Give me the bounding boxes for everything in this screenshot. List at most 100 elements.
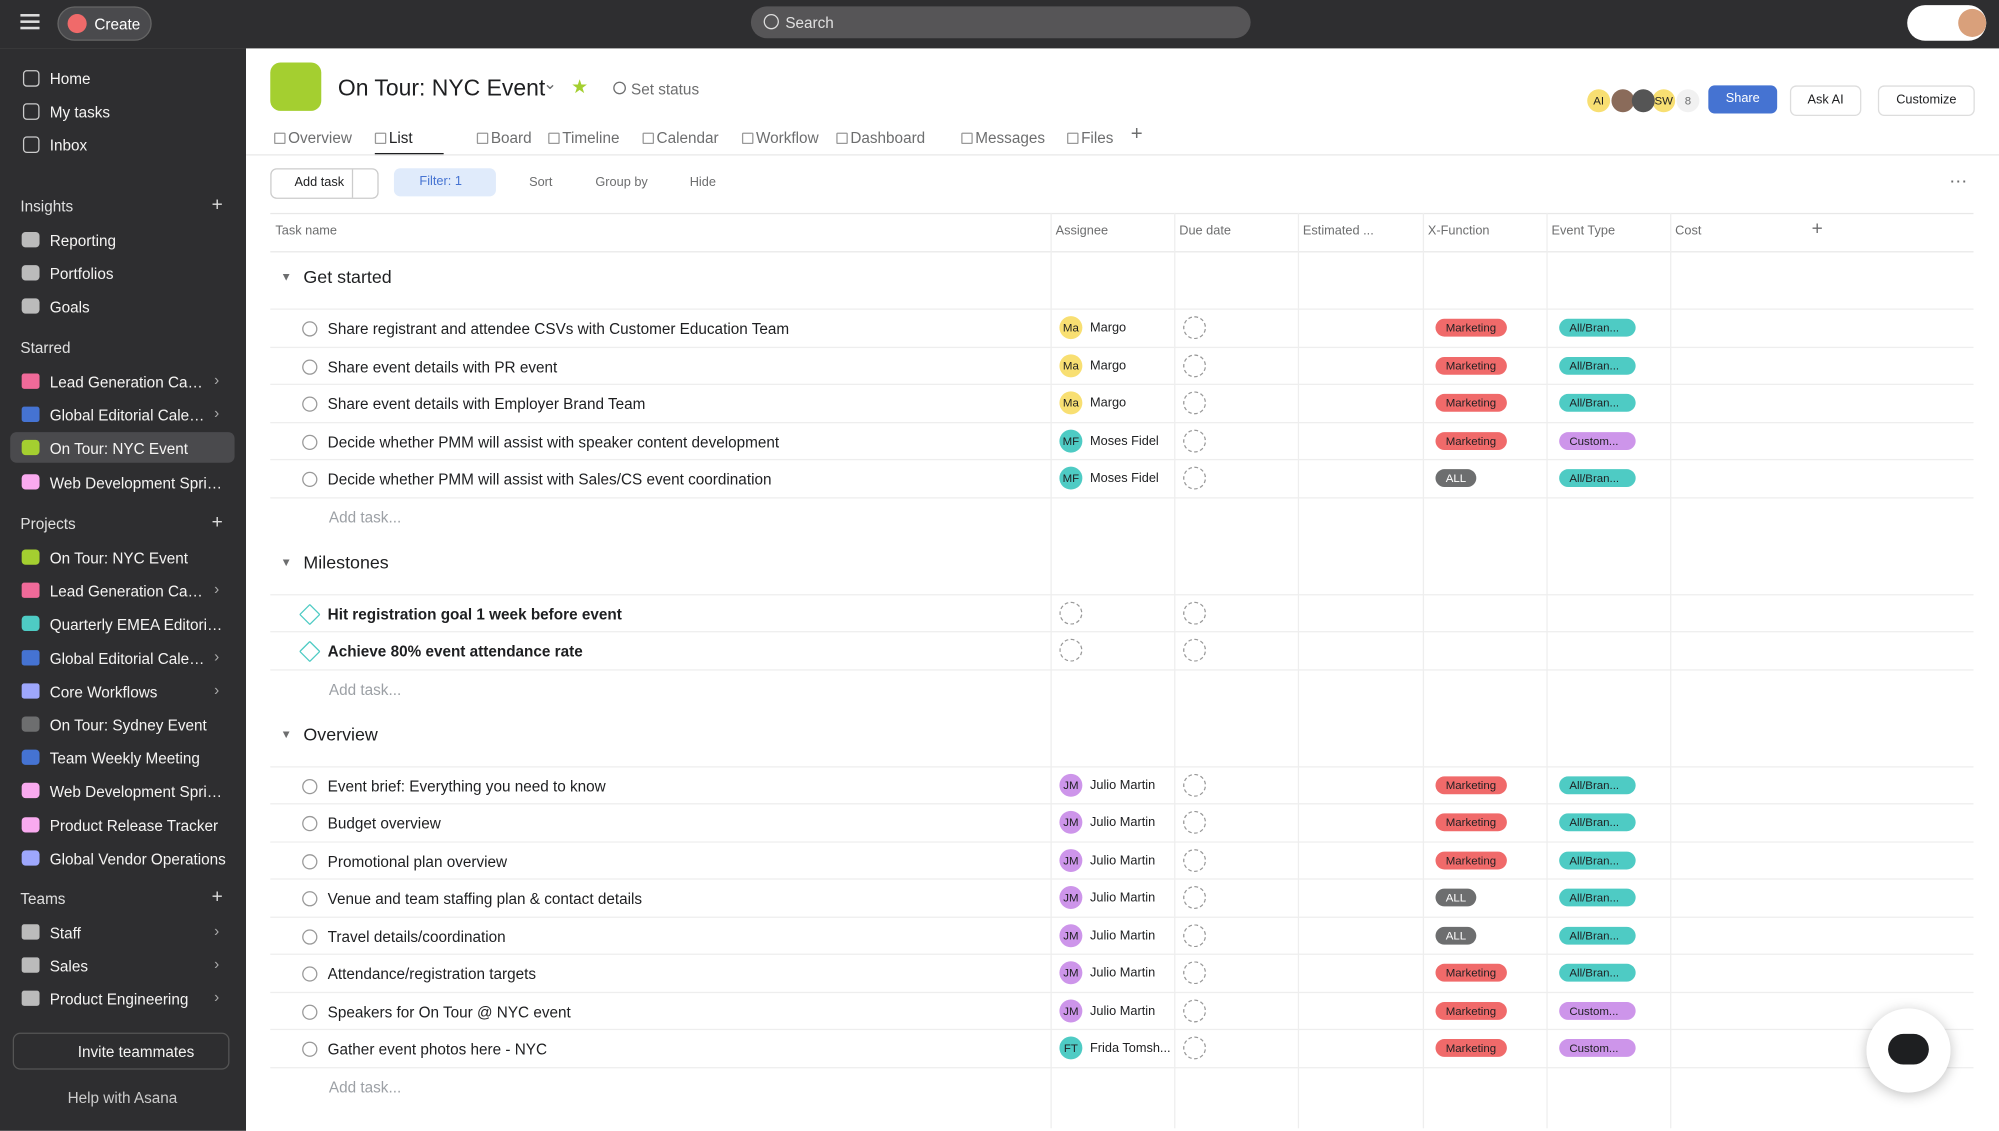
task-name[interactable]: Decide whether PMM will assist with Sale… [327, 470, 772, 489]
add-task-link[interactable]: Add task... [328, 508, 402, 526]
expand-arrow[interactable]: › [214, 680, 220, 699]
complete-checkbox[interactable] [302, 891, 318, 907]
expand-arrow[interactable]: › [214, 647, 220, 665]
task-name[interactable]: Achieve 80% event attendance rate [327, 642, 583, 661]
add-tab[interactable]: + [1130, 123, 1143, 146]
due-date-placeholder[interactable] [1183, 601, 1207, 625]
sidebar-item[interactable]: On Tour: NYC Event [10, 432, 235, 464]
task-name[interactable]: Share registrant and attendee CSVs with … [327, 319, 790, 338]
task-name[interactable]: Share event details with Employer Brand … [327, 395, 646, 414]
task-name[interactable]: Speakers for On Tour @ NYC event [327, 1002, 571, 1021]
sidebar-item[interactable]: Web Development Sprint… [10, 466, 234, 497]
complete-checkbox[interactable] [302, 321, 318, 337]
complete-checkbox[interactable] [302, 358, 318, 375]
sidebar-item[interactable]: Core Workflows › [10, 675, 234, 706]
tab[interactable]: Dashboard [850, 128, 926, 147]
expand-arrow[interactable]: › [214, 921, 220, 940]
ask-ai-button[interactable]: Ask AI [1789, 85, 1862, 117]
complete-checkbox[interactable] [302, 396, 318, 412]
expand-arrow[interactable]: › [214, 580, 220, 599]
toolbar-button[interactable]: Sort [529, 175, 553, 190]
sidebar-item[interactable]: Reporting [10, 224, 234, 255]
title-dropdown[interactable]: ⌄ [543, 73, 557, 94]
task-name[interactable]: Attendance/registration targets [327, 965, 537, 983]
sidebar-item[interactable]: Team Weekly Meeting [10, 742, 234, 773]
sidebar-item[interactable]: Goals [10, 291, 234, 322]
toolbar-button[interactable]: Group by [595, 175, 648, 190]
expand-arrow[interactable]: › [214, 988, 220, 1007]
nav-item[interactable]: Home [10, 64, 234, 95]
tab[interactable]: Files [1081, 128, 1114, 147]
more-button[interactable]: ⋯ [1949, 170, 1968, 192]
complete-checkbox[interactable] [302, 815, 318, 832]
due-date-placeholder[interactable] [1183, 428, 1207, 452]
sidebar-item[interactable]: Sales › [10, 950, 234, 981]
complete-checkbox[interactable] [302, 778, 318, 794]
due-date-placeholder[interactable] [1183, 886, 1207, 909]
sidebar-item[interactable]: On Tour: NYC Event [10, 542, 234, 573]
due-date-placeholder[interactable] [1183, 848, 1207, 872]
sidebar-item[interactable]: Quarterly EMEA Editorial… [10, 609, 234, 640]
complete-checkbox[interactable] [302, 471, 318, 488]
task-name[interactable]: Decide whether PMM will assist with spea… [327, 432, 780, 451]
favorite-star[interactable]: ★ [571, 76, 589, 99]
chat-button[interactable] [1866, 1008, 1951, 1093]
section-toggle[interactable]: ▼ [280, 555, 292, 568]
due-date-placeholder[interactable] [1183, 773, 1207, 797]
task-name[interactable]: Venue and team staffing plan & contact d… [327, 889, 643, 908]
due-date-placeholder[interactable] [1183, 353, 1207, 377]
invite-button[interactable]: Invite teammates [12, 1032, 230, 1070]
due-date-placeholder[interactable] [1183, 1036, 1207, 1060]
task-name[interactable]: Promotional plan overview [327, 852, 508, 871]
due-date-placeholder[interactable] [1183, 466, 1207, 490]
sidebar-item[interactable]: Staff › [10, 917, 234, 948]
filter-button[interactable]: Filter: 1 [393, 168, 496, 197]
add-task-link[interactable]: Add task... [328, 680, 402, 698]
nav-item[interactable]: My tasks [10, 97, 234, 128]
complete-checkbox[interactable] [302, 434, 318, 450]
add-column[interactable]: + [1811, 218, 1823, 240]
task-name[interactable]: Budget overview [327, 814, 441, 833]
milestone-icon[interactable] [298, 640, 321, 663]
customize-button[interactable]: Customize [1877, 85, 1975, 117]
due-date-placeholder[interactable] [1183, 923, 1207, 947]
tab[interactable]: Overview [288, 128, 352, 147]
tab[interactable]: Workflow [755, 128, 819, 147]
sidebar-item[interactable]: Product Release Tracker [10, 809, 234, 840]
sidebar-item[interactable]: Web Development Sprint… [10, 776, 234, 807]
tab[interactable]: List [388, 128, 413, 147]
due-date-placeholder[interactable] [1183, 316, 1207, 340]
complete-checkbox[interactable] [302, 1041, 318, 1057]
due-date-placeholder[interactable] [1183, 961, 1207, 985]
add-task-button[interactable]: Add task [270, 168, 379, 199]
task-name[interactable]: Gather event photos here - NYC [327, 1040, 548, 1059]
help-link[interactable]: Help with Asana [67, 1088, 178, 1107]
sidebar-item[interactable]: Product Engineering › [10, 983, 234, 1014]
menu-icon[interactable] [20, 14, 40, 17]
task-name[interactable]: Event brief: Everything you need to know [327, 777, 606, 795]
add-button[interactable]: + [211, 511, 223, 533]
add-button[interactable]: + [211, 886, 223, 908]
add-button[interactable]: + [211, 193, 223, 216]
section-toggle[interactable]: ▼ [280, 270, 292, 284]
due-date-placeholder[interactable] [1183, 810, 1207, 834]
toolbar-button[interactable]: Hide [689, 175, 716, 190]
sidebar-item[interactable]: On Tour: Sydney Event [10, 709, 234, 740]
nav-item[interactable]: Inbox [10, 130, 234, 161]
due-date-placeholder[interactable] [1183, 638, 1207, 662]
assignee-placeholder[interactable] [1059, 638, 1083, 662]
task-name[interactable]: Share event details with PR event [327, 357, 558, 376]
milestone-icon[interactable] [298, 603, 321, 625]
sidebar-item[interactable]: Lead Generation Ca… › [10, 366, 234, 397]
complete-checkbox[interactable] [302, 1003, 318, 1020]
expand-arrow[interactable]: › [214, 370, 220, 389]
task-name[interactable]: Travel details/coordination [327, 927, 506, 946]
complete-checkbox[interactable] [302, 853, 318, 869]
tab[interactable]: Messages [975, 128, 1046, 147]
due-date-placeholder[interactable] [1183, 391, 1207, 415]
profile[interactable] [1907, 5, 1987, 41]
tab[interactable]: Board [490, 128, 532, 147]
due-date-placeholder[interactable] [1183, 998, 1207, 1022]
sidebar-item[interactable]: Portfolios [10, 258, 234, 289]
add-task-link[interactable]: Add task... [328, 1077, 402, 1096]
